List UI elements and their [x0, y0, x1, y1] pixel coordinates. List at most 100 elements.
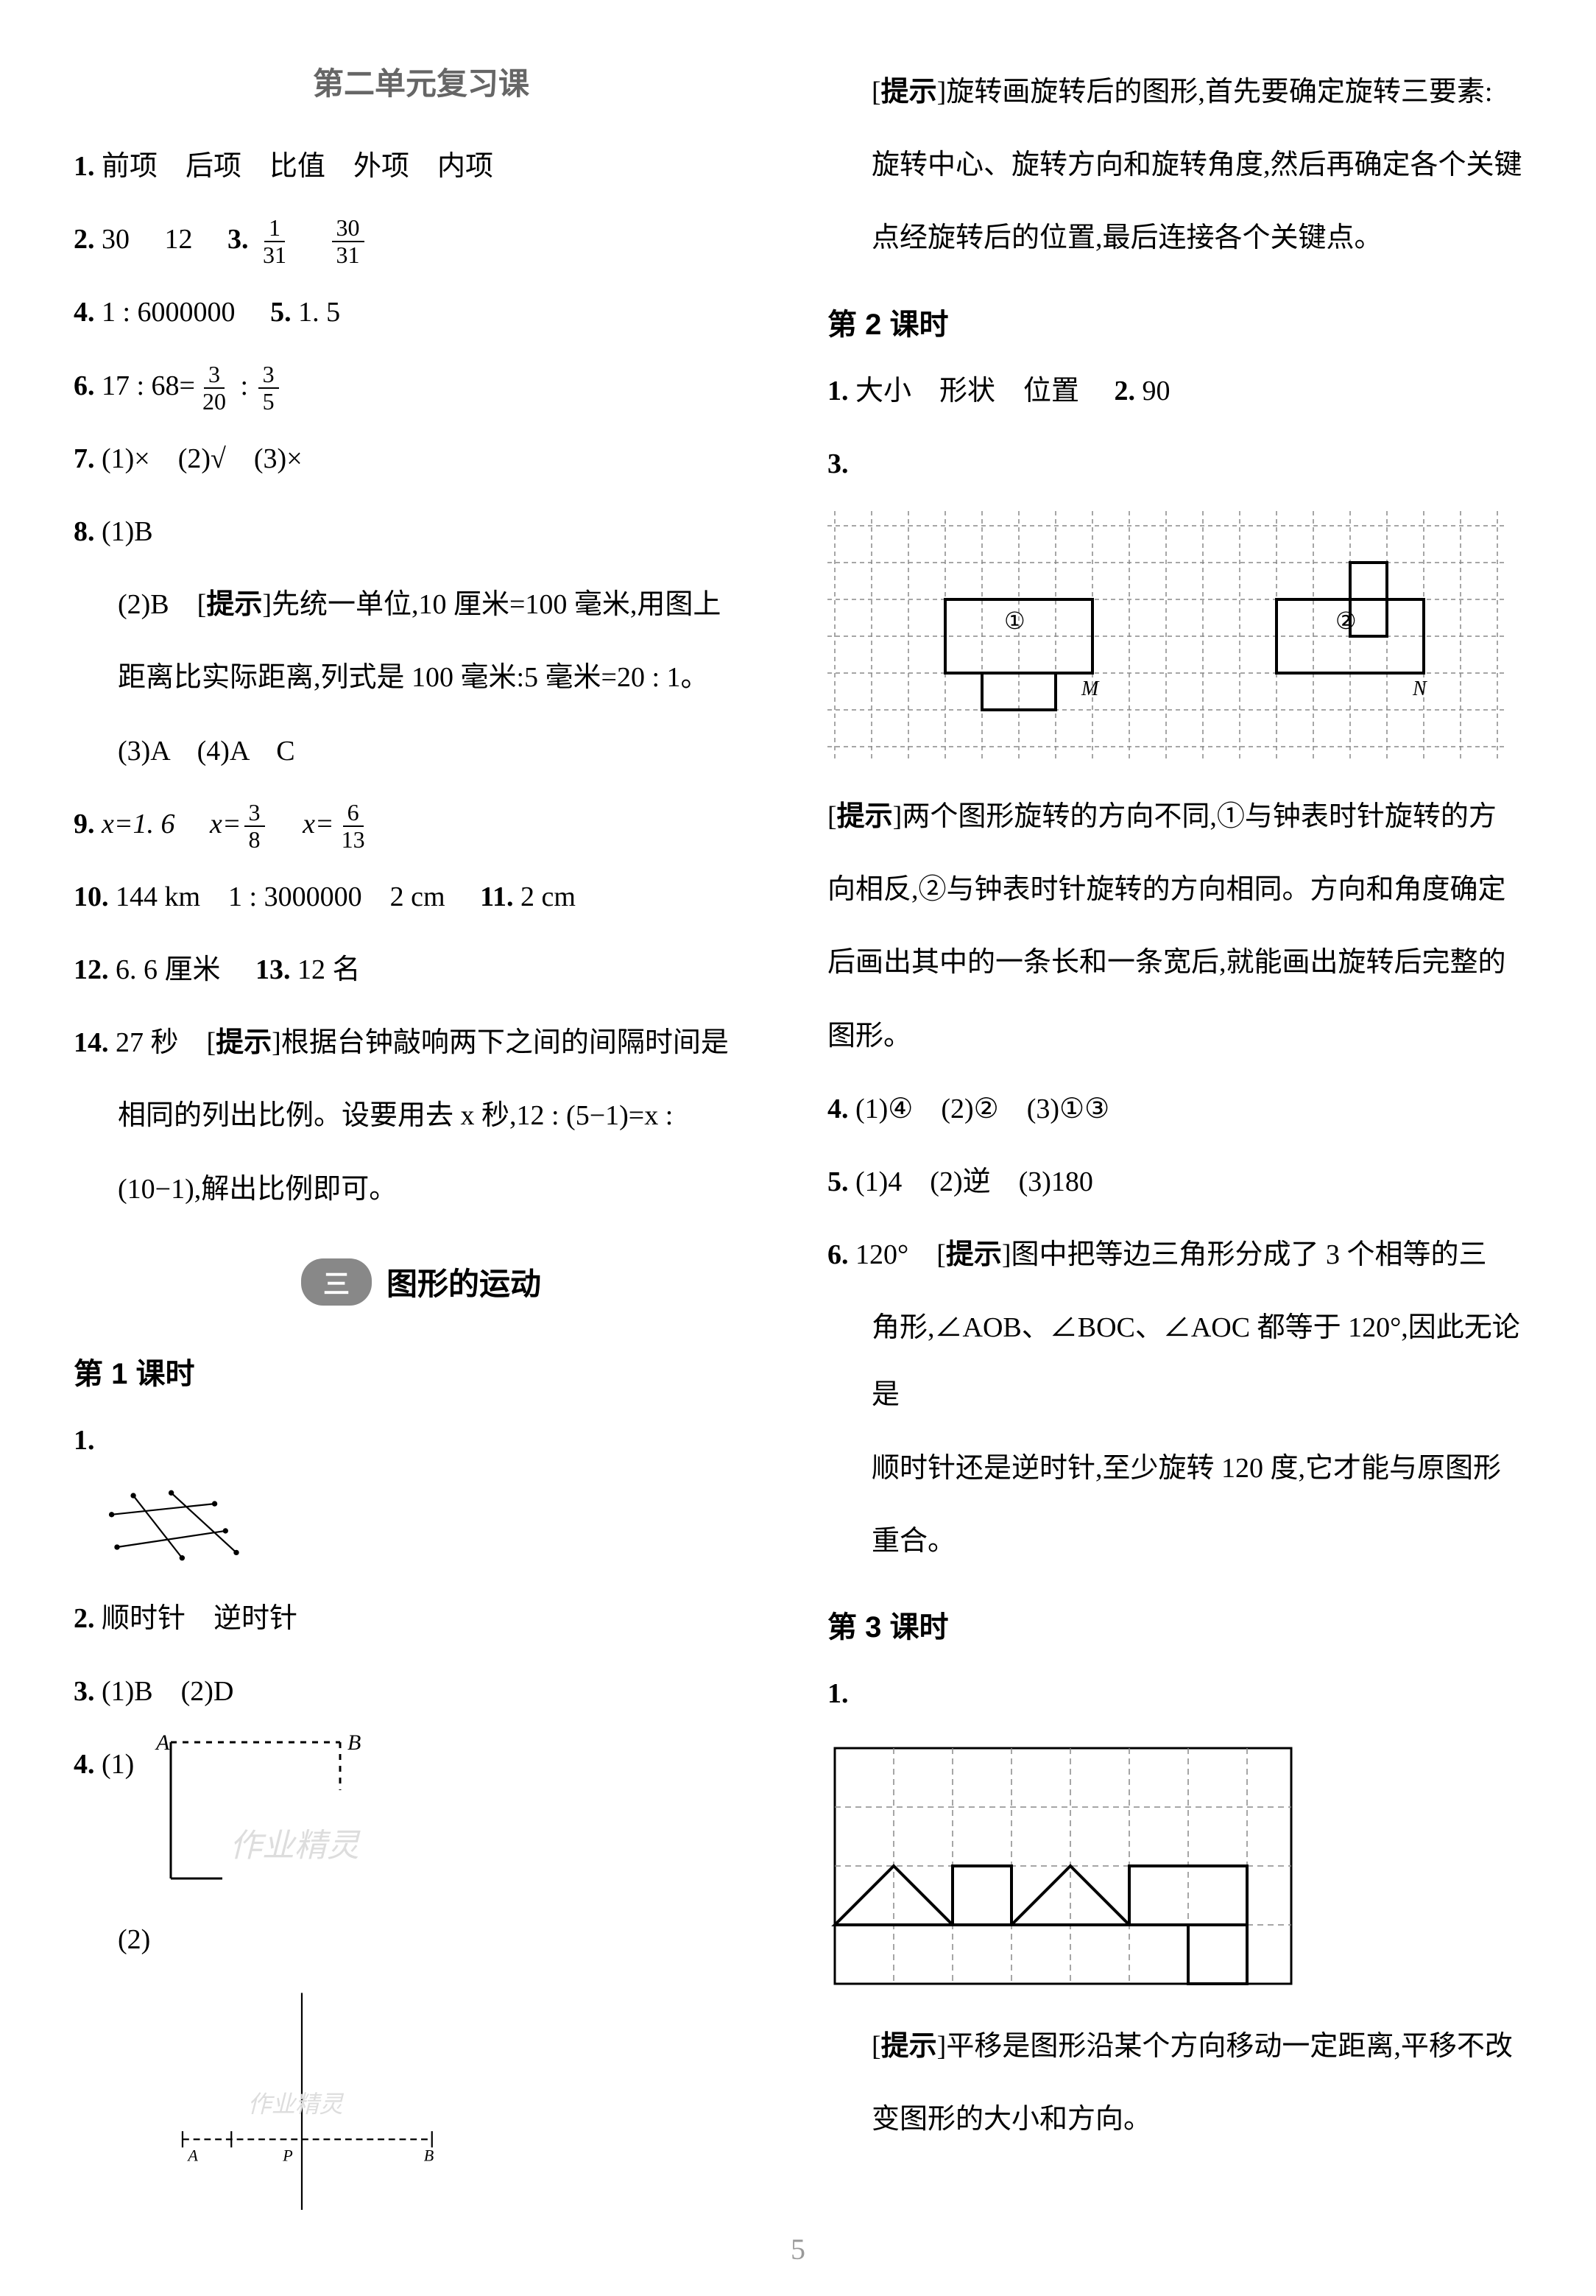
q8-2b: ]先统一单位,10 厘米=100 毫米,用图上 [262, 589, 721, 620]
l1-q4-2-diagram: A P B 作业精灵 [74, 1987, 486, 2215]
q5-text: 1. 5 [298, 297, 340, 328]
q9-frac1: 38 [244, 800, 265, 853]
q14-c-text: 相同的列出比例。设要用去 x 秒,12 : (5−1)=x : [118, 1100, 673, 1131]
q9-num: 9. [74, 809, 95, 839]
r-hint-close: ] [937, 77, 947, 108]
l1-q4-1-text: (1) [102, 1749, 134, 1780]
q9-c-prefix: x= [303, 809, 334, 839]
answer-q14a: 14. 27 秒 [提示]根据台钟敲响两下之间的间隔时间是 [74, 1010, 769, 1077]
l3-hint-a: [ [872, 2031, 881, 2062]
q9-b-prefix: x= [210, 809, 241, 839]
answer-q8-2c: 距离比实际距离,列式是 100 毫米:5 毫米=20 : 1。 [74, 644, 769, 711]
l3-hint: [提示]平移是图形沿某个方向移动一定距离,平移不改 [827, 2013, 1522, 2080]
left-column: 第二单元复习课 1. 前项 后项 比值 外项 内项 2. 30 12 3. 13… [74, 59, 769, 2237]
lesson1-title: 第 1 课时 [74, 1350, 769, 1392]
answer-q9: 9. x=1. 6 x=38 x=613 [74, 791, 769, 858]
q6-mid: : [233, 370, 255, 401]
right-column: [提示]旋转画旋转后的图形,首先要确定旋转三要素: 旋转中心、旋转方向和旋转角度… [827, 59, 1522, 2237]
answer-q4-q5: 4. 1 : 6000000 5. 1. 5 [74, 279, 769, 346]
svg-text:N: N [1412, 677, 1427, 700]
l2-q6-b: ]图中把等边三角形分成了 3 个相等的三 [1002, 1239, 1487, 1270]
l2-q5-num: 5. [827, 1166, 849, 1197]
answer-q14d: (10−1),解出比例即可。 [74, 1156, 769, 1223]
q3-num: 3. [227, 224, 249, 255]
q10-num: 10. [74, 881, 109, 912]
l2-q2-text: 90 [1143, 376, 1170, 406]
answer-q2-q3: 2. 30 12 3. 131 3031 [74, 206, 769, 273]
answer-q10-q11: 10. 144 km 1 : 3000000 2 cm 11. 2 cm [74, 864, 769, 931]
lesson2-title: 第 2 课时 [827, 300, 1522, 343]
l3-q1: 1. [827, 1661, 1522, 1728]
q10-text: 144 km 1 : 3000000 2 cm [116, 881, 445, 912]
q11-num: 11. [480, 881, 513, 912]
l2-q5: 5. (1)4 (2)逆 (3)180 [827, 1149, 1522, 1216]
q11-text: 2 cm [520, 881, 576, 912]
svg-text:A: A [155, 1731, 170, 1755]
q4-num: 4. [74, 297, 95, 328]
section-title: 图形的运动 [386, 1259, 541, 1304]
l1-q2-num: 2. [74, 1603, 95, 1634]
svg-text:P: P [282, 2146, 293, 2164]
l1-q3-num: 3. [74, 1676, 95, 1707]
answer-q6: 6. 17 : 68=320 : 35 [74, 353, 769, 420]
answer-q8-1: 8. (1)B [74, 499, 769, 566]
answer-q8-3: (3)A (4)A C [74, 718, 769, 785]
l2-hint5: 图形。 [827, 1003, 1522, 1070]
svg-text:作业精灵: 作业精灵 [230, 1828, 361, 1864]
q6-num: 6. [74, 370, 95, 401]
unit-title: 第二单元复习课 [74, 59, 769, 104]
l2-q5-text: (1)4 (2)逆 (3)180 [855, 1166, 1093, 1197]
l1-q4-1: 4. (1) A B 作业精灵 [74, 1731, 769, 1901]
l2-hint4: 后画出其中的一条长和一条宽后,就能画出旋转后完整的 [827, 929, 1522, 996]
l1-q3: 3. (1)B (2)D [74, 1658, 769, 1725]
l2-hint-open: [ [827, 801, 837, 832]
l2-q1-num: 1. [827, 376, 849, 406]
l2-q6-hint: 提示 [946, 1239, 1002, 1270]
l1-q4-num: 4. [74, 1749, 95, 1780]
q2-v1: 30 [102, 224, 130, 255]
q13-text: 12 名 [297, 954, 361, 985]
q8-1-text: (1)B [102, 516, 153, 547]
svg-text:B: B [424, 2146, 434, 2164]
l2-q4-num: 4. [827, 1094, 849, 1124]
l1-q2-text: 顺时针 逆时针 [102, 1603, 297, 1634]
svg-text:A: A [186, 2146, 198, 2164]
l2-q1-text: 大小 形状 位置 [855, 376, 1079, 406]
q8-num: 8. [74, 516, 95, 547]
q12-num: 12. [74, 954, 109, 985]
r-top1: [提示]旋转画旋转后的图形,首先要确定旋转三要素: [827, 59, 1522, 126]
q6-frac1: 320 [198, 362, 230, 415]
l3-hint-c: 变图形的大小和方向。 [827, 2086, 1522, 2153]
answer-q14c: 相同的列出比例。设要用去 x 秒,12 : (5−1)=x : [74, 1082, 769, 1149]
svg-text:①: ① [1004, 608, 1025, 634]
svg-text:B: B [347, 1731, 361, 1755]
answer-q8-2a: (2)B [提示]先统一单位,10 厘米=100 毫米,用图上 [74, 571, 769, 638]
svg-text:M: M [1081, 677, 1100, 700]
l1-q3-text: (1)B (2)D [102, 1676, 233, 1707]
q8-2-hint: 提示 [206, 589, 262, 620]
l1-q4-1-diagram: A B 作业精灵 [141, 1731, 377, 1901]
q12-text: 6. 6 厘米 [116, 954, 221, 985]
q9-frac2: 613 [337, 800, 370, 853]
l1-q1-diagram [74, 1487, 280, 1563]
r-hint-label: 提示 [881, 77, 937, 108]
l2-q4-text: (1)④ (2)② (3)①③ [855, 1094, 1109, 1124]
q7-num: 7. [74, 443, 95, 474]
l1-q2: 2. 顺时针 逆时针 [74, 1585, 769, 1652]
q2-v2: 12 [165, 224, 193, 255]
q14-num: 14. [74, 1027, 109, 1058]
q3-frac2: 3031 [332, 215, 364, 268]
l2-q3-grid: ① ② M N [827, 511, 1505, 761]
l1-q1: 1. [74, 1407, 769, 1474]
page-number: 5 [791, 2232, 805, 2267]
l2-q2-num: 2. [1115, 376, 1136, 406]
l2-q6c: 角形,∠AOB、∠BOC、∠AOC 都等于 120°,因此无论是 [827, 1295, 1522, 1429]
svg-text:②: ② [1335, 608, 1357, 634]
q7-text: (1)× (2)√ (3)× [102, 443, 303, 474]
l2-hint2: ]两个图形旋转的方向不同,①与钟表时针旋转的方 [893, 801, 1497, 832]
section-3-header: 三 图形的运动 [74, 1258, 769, 1306]
l1-q4-2-text: (2) [118, 1924, 150, 1955]
q3-frac1: 131 [258, 215, 291, 268]
l2-hint-label: 提示 [837, 801, 893, 832]
l2-q6a: 6. 120° [提示]图中把等边三角形分成了 3 个相等的三 [827, 1222, 1522, 1289]
